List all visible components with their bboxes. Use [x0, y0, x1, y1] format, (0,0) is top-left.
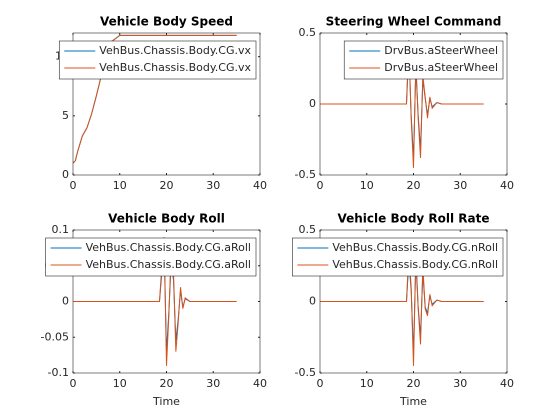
y-tick-label: -0.1 [48, 366, 69, 379]
legend: DrvBus.aSteerWheel DrvBus.aSteerWheel [343, 40, 504, 80]
x-tick-label: 30 [206, 377, 220, 390]
x-axis-label: Time [399, 395, 427, 408]
legend-label: VehBus.Chassis.Body.CG.aRoll [86, 241, 251, 254]
axes: 0102030400510Vehicle Body SpeedVehBus.Ch… [55, 15, 267, 193]
legend-label: VehBus.Chassis.Body.CG.nRoll [332, 241, 498, 254]
legend: VehBus.Chassis.Body.CG.nRoll VehBus.Chass… [292, 237, 504, 277]
y-tick-label: -0.05 [41, 330, 69, 343]
y-tick-label: -0.5 [295, 366, 316, 379]
legend-label: VehBus.Chassis.Body.CG.vx [99, 44, 251, 57]
x-tick-label: 40 [253, 377, 267, 390]
legend-label: VehBus.Chassis.Body.CG.vx [99, 61, 251, 74]
x-tick-label: 40 [253, 179, 267, 192]
legend-label: DrvBus.aSteerWheel [384, 61, 498, 74]
x-tick-label: 40 [500, 377, 514, 390]
y-tick-label: 0 [309, 295, 316, 308]
y-tick-label: 5 [62, 109, 69, 122]
legend-label: DrvBus.aSteerWheel [384, 44, 498, 57]
y-tick-label: -0.5 [295, 168, 316, 181]
y-tick-label: 0.5 [299, 223, 317, 236]
legend: VehBus.Chassis.Body.CG.aRoll VehBus.Chass… [45, 237, 257, 277]
x-tick-label: 30 [206, 179, 220, 192]
axes-box [319, 32, 508, 176]
x-tick-label: 0 [70, 377, 77, 390]
x-tick-label: 20 [160, 377, 174, 390]
series-line [73, 34, 237, 164]
x-tick-label: 20 [407, 377, 421, 390]
x-axis-label: Time [152, 395, 180, 408]
x-tick-label: 10 [113, 179, 127, 192]
chart-title: Vehicle Body Roll Rate [337, 212, 489, 226]
x-tick-label: 20 [160, 179, 174, 192]
x-tick-label: 0 [317, 377, 324, 390]
y-tick-label: 0 [62, 295, 69, 308]
y-tick-label: 0 [62, 168, 69, 181]
x-tick-label: 20 [407, 179, 421, 192]
legend: VehBus.Chassis.Body.CG.vx VehBus.Chassis.… [58, 40, 257, 80]
y-tick-label: 0.5 [299, 26, 317, 39]
x-tick-label: 10 [360, 179, 374, 192]
legend-box [58, 40, 257, 80]
x-tick-label: 40 [500, 179, 514, 192]
chart-title: Vehicle Body Roll [108, 212, 225, 226]
legend-box [292, 237, 504, 277]
y-tick-label: 0 [309, 97, 316, 110]
series-line [320, 40, 484, 168]
x-tick-label: 0 [317, 179, 324, 192]
y-tick-label: 0.1 [52, 223, 70, 236]
lines [73, 34, 237, 164]
chart-title: Steering Wheel Command [326, 15, 502, 29]
axes-box [319, 229, 508, 374]
legend-label: VehBus.Chassis.Body.CG.aRoll [86, 258, 251, 271]
x-tick-label: 0 [70, 179, 77, 192]
x-tick-label: 30 [453, 377, 467, 390]
legend-label: VehBus.Chassis.Body.CG.nRoll [332, 258, 498, 271]
x-tick-label: 30 [453, 179, 467, 192]
legend-box [343, 40, 504, 80]
legend-box [45, 237, 257, 277]
axes-box [72, 229, 261, 374]
x-tick-label: 10 [113, 377, 127, 390]
axes-box [72, 32, 261, 176]
x-tick-label: 10 [360, 377, 374, 390]
chart-title: Vehicle Body Speed [100, 15, 233, 29]
